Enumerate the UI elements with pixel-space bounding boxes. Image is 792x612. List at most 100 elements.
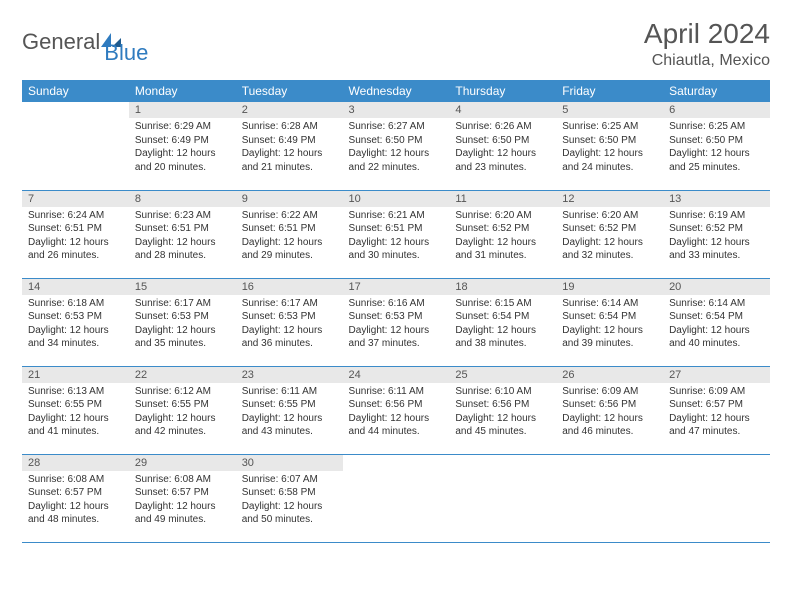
calendar-day-cell: 20Sunrise: 6:14 AMSunset: 6:54 PMDayligh… xyxy=(663,278,770,366)
day-line: and 36 minutes. xyxy=(242,337,337,351)
day-number: 22 xyxy=(129,367,236,383)
calendar-day-cell: 7Sunrise: 6:24 AMSunset: 6:51 PMDaylight… xyxy=(22,190,129,278)
day-body: Sunrise: 6:11 AMSunset: 6:55 PMDaylight:… xyxy=(236,383,343,443)
calendar-week-row: 7Sunrise: 6:24 AMSunset: 6:51 PMDaylight… xyxy=(22,190,770,278)
day-line: Sunrise: 6:19 AM xyxy=(669,209,764,223)
day-body: Sunrise: 6:09 AMSunset: 6:56 PMDaylight:… xyxy=(556,383,663,443)
day-line: Daylight: 12 hours xyxy=(135,412,230,426)
day-line: Sunrise: 6:27 AM xyxy=(349,120,444,134)
day-line: and 20 minutes. xyxy=(135,161,230,175)
day-line: Sunrise: 6:23 AM xyxy=(135,209,230,223)
day-line: Sunset: 6:50 PM xyxy=(455,134,550,148)
day-line: Sunset: 6:49 PM xyxy=(242,134,337,148)
day-number: 7 xyxy=(22,191,129,207)
day-line: Sunrise: 6:29 AM xyxy=(135,120,230,134)
day-body: Sunrise: 6:08 AMSunset: 6:57 PMDaylight:… xyxy=(22,471,129,531)
calendar-day-cell: 1Sunrise: 6:29 AMSunset: 6:49 PMDaylight… xyxy=(129,102,236,190)
day-line: and 42 minutes. xyxy=(135,425,230,439)
day-body: Sunrise: 6:17 AMSunset: 6:53 PMDaylight:… xyxy=(236,295,343,355)
day-line: Daylight: 12 hours xyxy=(242,412,337,426)
day-body: Sunrise: 6:27 AMSunset: 6:50 PMDaylight:… xyxy=(343,118,450,178)
day-line: Daylight: 12 hours xyxy=(669,412,764,426)
day-number: 2 xyxy=(236,102,343,118)
month-title: April 2024 xyxy=(644,18,770,50)
day-line: and 50 minutes. xyxy=(242,513,337,527)
day-line: Sunset: 6:53 PM xyxy=(28,310,123,324)
day-line: Sunset: 6:55 PM xyxy=(28,398,123,412)
day-line: Sunset: 6:51 PM xyxy=(28,222,123,236)
day-line: Sunrise: 6:24 AM xyxy=(28,209,123,223)
day-line: Daylight: 12 hours xyxy=(669,236,764,250)
title-block: April 2024 Chiautla, Mexico xyxy=(644,18,770,70)
day-line: Sunset: 6:51 PM xyxy=(135,222,230,236)
day-line: and 25 minutes. xyxy=(669,161,764,175)
day-line: Daylight: 12 hours xyxy=(349,236,444,250)
day-line: Daylight: 12 hours xyxy=(455,324,550,338)
day-number: 5 xyxy=(556,102,663,118)
day-line: and 39 minutes. xyxy=(562,337,657,351)
day-number: 27 xyxy=(663,367,770,383)
day-line: Sunset: 6:52 PM xyxy=(455,222,550,236)
day-line: Sunrise: 6:14 AM xyxy=(669,297,764,311)
day-body: Sunrise: 6:18 AMSunset: 6:53 PMDaylight:… xyxy=(22,295,129,355)
day-line: Sunrise: 6:11 AM xyxy=(242,385,337,399)
calendar-day-cell: 13Sunrise: 6:19 AMSunset: 6:52 PMDayligh… xyxy=(663,190,770,278)
day-line: Sunrise: 6:15 AM xyxy=(455,297,550,311)
day-line: Sunset: 6:57 PM xyxy=(28,486,123,500)
weekday-header: Tuesday xyxy=(236,80,343,102)
day-line: Daylight: 12 hours xyxy=(562,412,657,426)
day-line: and 44 minutes. xyxy=(349,425,444,439)
day-line: Daylight: 12 hours xyxy=(349,324,444,338)
day-body: Sunrise: 6:08 AMSunset: 6:57 PMDaylight:… xyxy=(129,471,236,531)
day-line: Sunset: 6:53 PM xyxy=(135,310,230,324)
day-body: Sunrise: 6:19 AMSunset: 6:52 PMDaylight:… xyxy=(663,207,770,267)
day-line: Sunrise: 6:07 AM xyxy=(242,473,337,487)
day-number: 15 xyxy=(129,279,236,295)
day-line: Daylight: 12 hours xyxy=(135,147,230,161)
day-line: Sunset: 6:58 PM xyxy=(242,486,337,500)
day-body: Sunrise: 6:17 AMSunset: 6:53 PMDaylight:… xyxy=(129,295,236,355)
calendar-day-cell: 8Sunrise: 6:23 AMSunset: 6:51 PMDaylight… xyxy=(129,190,236,278)
logo-text-2: Blue xyxy=(104,40,148,66)
day-body: Sunrise: 6:20 AMSunset: 6:52 PMDaylight:… xyxy=(556,207,663,267)
day-line: and 49 minutes. xyxy=(135,513,230,527)
day-body: Sunrise: 6:23 AMSunset: 6:51 PMDaylight:… xyxy=(129,207,236,267)
day-number: 8 xyxy=(129,191,236,207)
day-line: and 38 minutes. xyxy=(455,337,550,351)
calendar-day-cell: 5Sunrise: 6:25 AMSunset: 6:50 PMDaylight… xyxy=(556,102,663,190)
day-line: Daylight: 12 hours xyxy=(135,500,230,514)
day-line: Sunset: 6:57 PM xyxy=(135,486,230,500)
day-number: 6 xyxy=(663,102,770,118)
day-line: Daylight: 12 hours xyxy=(562,236,657,250)
day-line: Sunset: 6:55 PM xyxy=(135,398,230,412)
location: Chiautla, Mexico xyxy=(644,52,770,70)
day-number: 3 xyxy=(343,102,450,118)
day-body: Sunrise: 6:11 AMSunset: 6:56 PMDaylight:… xyxy=(343,383,450,443)
day-line: Sunrise: 6:22 AM xyxy=(242,209,337,223)
calendar-day-cell xyxy=(343,454,450,542)
calendar-day-cell xyxy=(22,102,129,190)
day-line: and 45 minutes. xyxy=(455,425,550,439)
weekday-header: Saturday xyxy=(663,80,770,102)
day-body xyxy=(449,459,556,465)
day-line: Sunset: 6:52 PM xyxy=(562,222,657,236)
day-body: Sunrise: 6:16 AMSunset: 6:53 PMDaylight:… xyxy=(343,295,450,355)
calendar-day-cell: 18Sunrise: 6:15 AMSunset: 6:54 PMDayligh… xyxy=(449,278,556,366)
day-line: and 21 minutes. xyxy=(242,161,337,175)
day-number: 14 xyxy=(22,279,129,295)
day-line: and 24 minutes. xyxy=(562,161,657,175)
day-line: Sunrise: 6:08 AM xyxy=(28,473,123,487)
calendar-day-cell: 16Sunrise: 6:17 AMSunset: 6:53 PMDayligh… xyxy=(236,278,343,366)
day-line: Daylight: 12 hours xyxy=(349,412,444,426)
weekday-header-row: Sunday Monday Tuesday Wednesday Thursday… xyxy=(22,80,770,102)
day-body: Sunrise: 6:26 AMSunset: 6:50 PMDaylight:… xyxy=(449,118,556,178)
day-number: 20 xyxy=(663,279,770,295)
calendar-week-row: 1Sunrise: 6:29 AMSunset: 6:49 PMDaylight… xyxy=(22,102,770,190)
day-line: and 26 minutes. xyxy=(28,249,123,263)
logo-text-1: General xyxy=(22,29,100,55)
day-number: 30 xyxy=(236,455,343,471)
day-line: Daylight: 12 hours xyxy=(135,324,230,338)
calendar-day-cell: 27Sunrise: 6:09 AMSunset: 6:57 PMDayligh… xyxy=(663,366,770,454)
day-line: Sunrise: 6:12 AM xyxy=(135,385,230,399)
calendar-week-row: 28Sunrise: 6:08 AMSunset: 6:57 PMDayligh… xyxy=(22,454,770,542)
